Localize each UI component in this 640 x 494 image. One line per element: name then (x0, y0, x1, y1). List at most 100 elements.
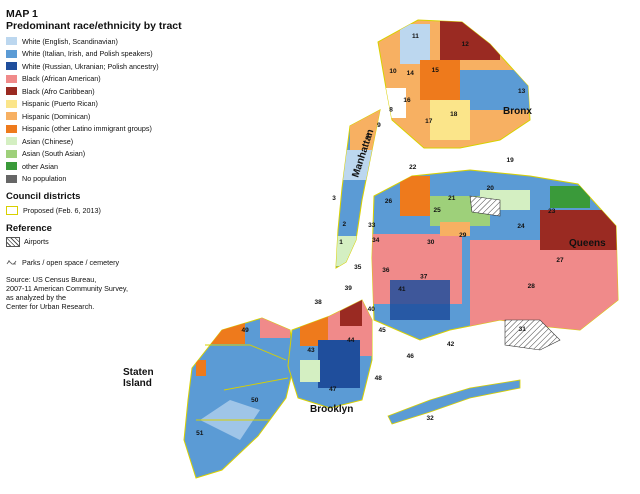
legend-item: other Asian (6, 160, 216, 173)
legend-label: Asian (Chinese) (22, 136, 74, 146)
legend-swatch (6, 99, 17, 108)
district-number: 20 (487, 185, 495, 192)
district-number: 48 (375, 375, 383, 382)
legend-swatch (6, 74, 17, 83)
district-number: 10 (389, 68, 397, 75)
legend-item: No population (6, 173, 216, 186)
district-number: 25 (433, 207, 441, 214)
legend-label: Asian (South Asian) (22, 149, 86, 159)
district-number: 28 (528, 283, 536, 290)
legend-label: White (Italian, Irish, and Polish speake… (22, 49, 153, 59)
district-number: 18 (450, 111, 458, 118)
legend-swatch (6, 37, 17, 46)
district-number: 31 (519, 326, 527, 333)
label-island: Island (123, 378, 152, 389)
legend-label: Hispanic (other Latino immigrant groups) (22, 124, 152, 134)
legend-item: White (Italian, Irish, and Polish speake… (6, 48, 216, 61)
legend: MAP 1 Predominant race/ethnicity by trac… (6, 8, 216, 311)
district-number: 19 (506, 157, 514, 164)
district-number: 35 (354, 264, 362, 271)
district-number: 24 (517, 223, 525, 230)
label-brooklyn: Brooklyn (310, 404, 353, 415)
district-number: 50 (251, 397, 259, 404)
legend-swatch (6, 49, 17, 58)
council-item-label: Proposed (Feb. 6, 2013) (23, 205, 101, 215)
district-number: 38 (314, 299, 322, 306)
parks-item: Parks / open space / cemetery (6, 256, 216, 269)
label-staten: Staten (123, 367, 154, 378)
legend-label: other Asian (22, 161, 58, 171)
legend-item: White (English, Scandinavian) (6, 35, 216, 48)
district-number: 42 (447, 341, 455, 348)
brooklyn-region (287, 299, 373, 409)
district-number: 46 (407, 353, 415, 360)
legend-item: Asian (Chinese) (6, 135, 216, 148)
district-number: 13 (518, 88, 526, 95)
legend-swatch (6, 124, 17, 133)
legend-swatch (6, 62, 17, 71)
legend-label: Hispanic (Puerto Rican) (22, 99, 98, 109)
district-number: 41 (398, 286, 406, 293)
source-line-2: 2007-11 American Community Survey, (6, 283, 128, 293)
map-title: MAP 1 (6, 8, 38, 20)
parks-label: Parks / open space / cemetery (22, 257, 120, 267)
legend-item: Hispanic (Dominican) (6, 110, 216, 123)
reference-heading: Reference (6, 222, 52, 234)
map-subtitle: Predominant race/ethnicity by tract (6, 20, 182, 32)
source-line-1: Source: US Census Bureau, (6, 274, 97, 284)
district-number: 37 (420, 274, 428, 281)
district-number: 2 (342, 221, 346, 228)
source-line-4: Center for Urban Research. (6, 301, 95, 311)
council-heading: Council districts (6, 191, 81, 202)
airports-item: Airports (6, 236, 216, 249)
district-number: 39 (345, 285, 353, 292)
legend-item: Black (Afro Caribbean) (6, 85, 216, 98)
district-number: 32 (426, 415, 434, 422)
airport-jfk (504, 319, 561, 351)
legend-item: Hispanic (Puerto Rican) (6, 98, 216, 111)
source-line-3: as analyzed by the (6, 292, 66, 302)
district-number: 26 (385, 198, 393, 205)
airports-label: Airports (24, 237, 49, 247)
legend-swatch (6, 87, 17, 96)
district-number: 30 (427, 239, 435, 246)
district-number: 15 (432, 67, 440, 74)
district-number: 11 (412, 33, 419, 40)
district-number: 17 (425, 118, 433, 125)
council-item: Proposed (Feb. 6, 2013) (6, 204, 216, 217)
proposed-swatch (6, 205, 18, 215)
legend-label: White (Russian, Ukranian; Polish ancestr… (22, 61, 159, 71)
district-number: 7 (366, 134, 370, 141)
legend-swatch (6, 174, 17, 183)
legend-label: Black (Afro Caribbean) (22, 86, 95, 96)
district-number: 49 (241, 327, 249, 334)
district-number: 40 (368, 306, 376, 313)
legend-label: Hispanic (Dominican) (22, 111, 91, 121)
district-number: 12 (462, 41, 470, 48)
district-number: 27 (556, 257, 564, 264)
district-number: 3 (332, 195, 336, 202)
district-number: 47 (329, 386, 337, 393)
district-number: 16 (403, 97, 411, 104)
airport-laguardia (469, 195, 501, 217)
district-number: 22 (409, 164, 417, 171)
airport-swatch (6, 236, 20, 247)
district-number: 34 (372, 237, 380, 244)
legend-swatch (6, 137, 17, 146)
label-bronx: Bronx (503, 106, 532, 117)
district-number: 21 (448, 195, 456, 202)
legend-swatch (6, 162, 17, 171)
district-number: 33 (368, 222, 376, 229)
label-queens: Queens (569, 238, 606, 249)
legend-item: White (Russian, Ukranian; Polish ancestr… (6, 60, 216, 73)
legend-item: Asian (South Asian) (6, 148, 216, 161)
district-number: 36 (382, 267, 390, 274)
district-number: 44 (347, 337, 355, 344)
legend-swatch (6, 112, 17, 121)
district-number: 43 (307, 347, 315, 354)
district-number: 45 (378, 327, 386, 334)
legend-label: Black (African American) (22, 74, 101, 84)
district-number: 1 (339, 239, 343, 246)
